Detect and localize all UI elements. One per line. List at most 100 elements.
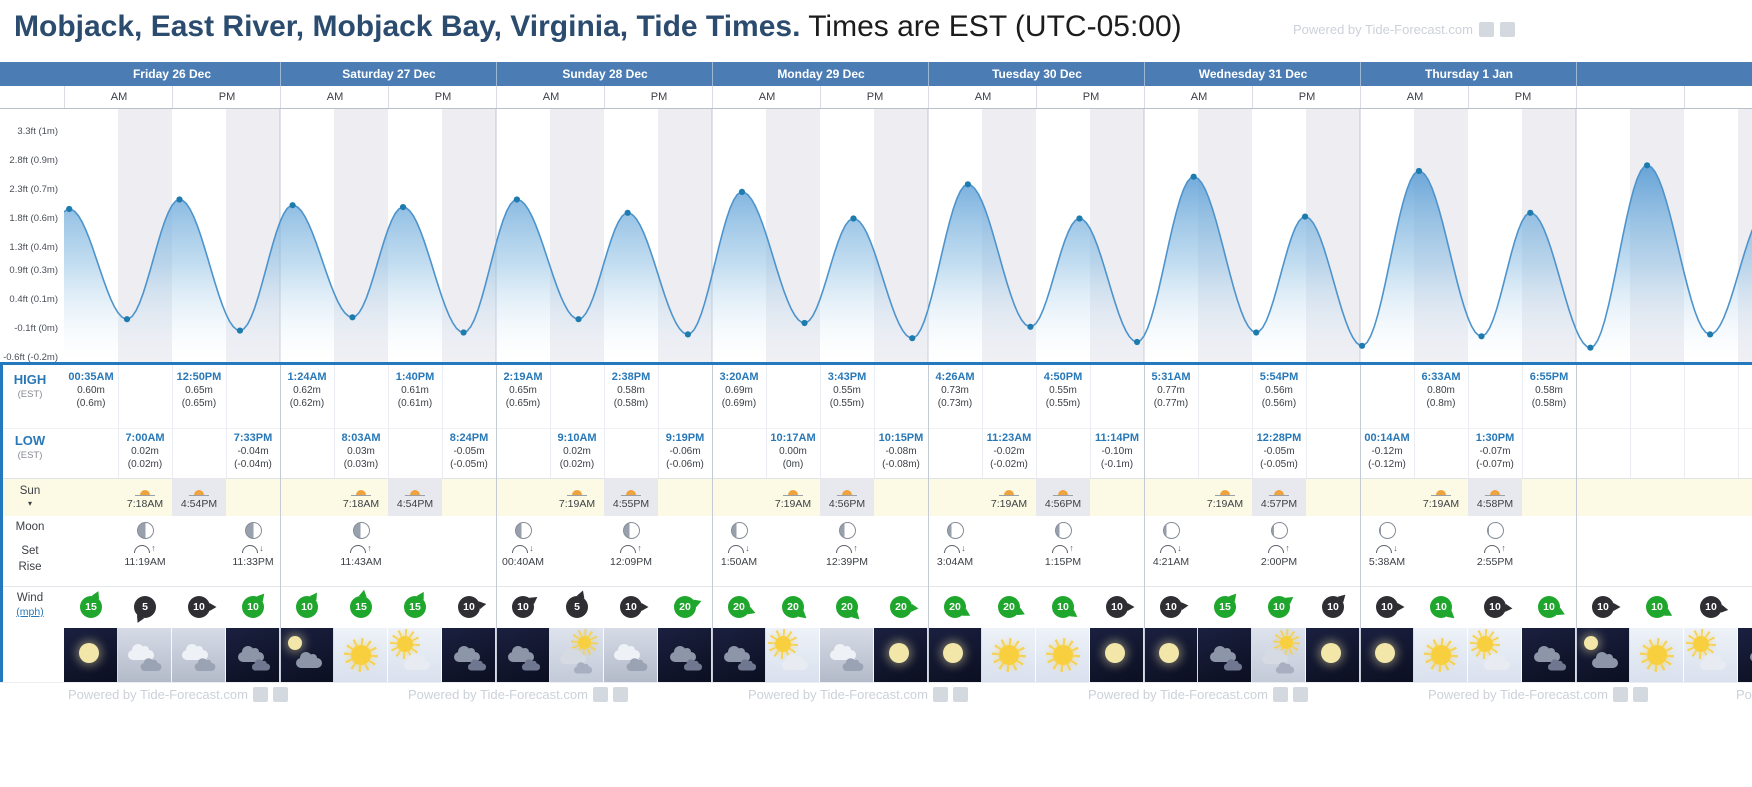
- quarter-grid-line: [1414, 365, 1415, 478]
- low-tide-event: 12:28PM -0.05m (-0.05m): [1252, 432, 1306, 471]
- tide-height: -0.05m: [1263, 446, 1295, 457]
- wind-speed-badge: 10: [1322, 591, 1349, 618]
- sunset-time: 4:58PM: [1476, 497, 1514, 510]
- ampm-cell: PM: [820, 86, 929, 108]
- day-header-cell: Wednesday 31 Dec: [1144, 62, 1361, 86]
- footer-watermark: Powered by Tide-Forecast.com: [748, 687, 968, 702]
- moonset-arc-icon: ↓: [728, 542, 750, 553]
- tide-time: 5:54PM: [1259, 371, 1299, 383]
- cloud-icon: [521, 659, 541, 671]
- tide-extremum-dot: [513, 196, 520, 203]
- wind-speed-badge: 20: [728, 596, 757, 618]
- weather-tile-night-moon-cloud: [1576, 628, 1630, 682]
- weather-tile-night-cloud: [1522, 628, 1576, 682]
- sunrise-time: 7:19AM: [1422, 497, 1460, 510]
- tide-height: 0.73m: [941, 385, 969, 396]
- tide-height-alt: (0.55m): [829, 398, 865, 409]
- tide-time: 10:15PM: [878, 432, 924, 444]
- cloud-icon: [683, 659, 703, 671]
- wind-speed-value: 10: [301, 601, 313, 613]
- sunset-icon: [1269, 485, 1289, 496]
- wind-speed-value: 10: [1651, 601, 1663, 613]
- watermark-text: Powered by Tide-Forecast.com: [1293, 22, 1473, 37]
- wind-speed-value: 20: [787, 601, 799, 613]
- weather-tile-night-cloud: [1198, 628, 1252, 682]
- tide-extremum-dot: [1027, 323, 1034, 330]
- wind-speed-badge: 10: [1538, 596, 1567, 619]
- high-tide-event: 1:40PM 0.61m (0.61m): [388, 371, 442, 410]
- tide-height-alt: (0.02m): [127, 459, 163, 470]
- footer-watermark: Powered by Tide-Forecast.com: [408, 687, 628, 702]
- tide-height-alt: (0.73m): [937, 398, 973, 409]
- wind-speed-badge: 5: [566, 589, 588, 618]
- tide-height: 0.62m: [293, 385, 321, 396]
- quarter-grid-line: [172, 365, 173, 478]
- moon-time: 00:40AM: [501, 556, 545, 568]
- ampm-cell: PM: [172, 86, 281, 108]
- sunset-time: 4:56PM: [828, 497, 866, 510]
- ampm-cell: AM: [1360, 86, 1469, 108]
- sunset-time: 4:56PM: [1044, 497, 1082, 510]
- high-tide-event: 2:19AM 0.65m (0.65m): [496, 371, 550, 410]
- sunrise-cell: 7:19AM: [982, 478, 1036, 516]
- cloud-icon: [1750, 652, 1752, 662]
- weather-tile-night-moon: [928, 628, 982, 682]
- tide-height-alt: (0.56m): [1261, 398, 1297, 409]
- tide-extremum-dot: [624, 209, 631, 216]
- sunset-time: 4:54PM: [396, 497, 434, 510]
- cloud-icon: [670, 646, 696, 662]
- moon-icon: [889, 643, 909, 663]
- tide-height-alt: (0.77m): [1153, 398, 1189, 409]
- tide-height: -0.10m: [1101, 446, 1133, 457]
- tide-extremum-dot: [66, 205, 73, 213]
- arc-shape: [134, 545, 151, 553]
- weather-tile-night-cloud: [226, 628, 280, 682]
- tide-height: 0.60m: [77, 385, 105, 396]
- low-row-sublabel: (EST): [17, 450, 43, 461]
- sunset-time: 4:55PM: [612, 497, 650, 510]
- low-tide-event: 11:23AM -0.02m (-0.02m): [982, 432, 1036, 471]
- page-title-timezone: Times are EST (UTC-05:00): [800, 10, 1182, 43]
- tide-extremum-dot: [575, 316, 582, 323]
- tide-time: 9:10AM: [557, 432, 597, 444]
- day-grid-line: [1576, 365, 1577, 682]
- sunrise-cell: 7:18AM: [334, 478, 388, 516]
- wind-speed-value: 10: [1435, 601, 1447, 613]
- high-tide-row: [0, 365, 1752, 428]
- sun-row-toggle-caret-icon[interactable]: ▾: [27, 499, 32, 508]
- sunrise-cell: 7:19AM: [766, 478, 820, 516]
- quarter-grid-line: [1684, 365, 1685, 478]
- weather-tile-sunny: [1036, 628, 1090, 682]
- sunset-icon: [189, 485, 209, 496]
- tide-time: 6:33AM: [1421, 371, 1461, 383]
- ampm-header-bar: AM PM AM PM AM PM AM PM AM PM AM PM AM PM: [0, 86, 1752, 109]
- social-square-icon: [952, 687, 968, 702]
- tide-time: 12:28PM: [1256, 432, 1302, 444]
- tide-height-alt: (-0.1m): [1100, 459, 1134, 470]
- sunrise-time: 7:19AM: [990, 497, 1028, 510]
- sunrise-cell: 7:19AM: [550, 478, 604, 516]
- tide-time: 11:14PM: [1094, 432, 1140, 444]
- tide-extremum-dot: [176, 196, 183, 203]
- tide-height-alt: (0.55m): [1045, 398, 1081, 409]
- tide-height: -0.08m: [885, 446, 917, 457]
- tide-extremum-dot: [349, 314, 356, 321]
- wind-speed-value: 20: [679, 601, 691, 613]
- watermark-text: Powered by Tide-Forecast.com: [1428, 687, 1608, 702]
- wind-row-label: Wind: [16, 592, 44, 604]
- sun-icon: [1046, 638, 1080, 672]
- cloud-icon: [626, 658, 648, 671]
- sunset-cell: 4:54PM: [388, 478, 442, 516]
- cloud-icon: [1275, 662, 1295, 674]
- quarter-grid-line: [334, 365, 335, 478]
- wind-speed-badge: 20: [944, 596, 973, 620]
- quarter-grid-line: [658, 365, 659, 478]
- quarter-grid-line: [1036, 365, 1037, 478]
- wind-speed-value: 15: [409, 601, 421, 613]
- arc-shape: [836, 545, 853, 553]
- weather-tile-night-moon: [874, 628, 928, 682]
- wind-unit-link[interactable]: (mph): [16, 606, 44, 618]
- low-tide-event: 7:33PM -0.04m (-0.04m): [226, 432, 280, 471]
- tide-height: 0.00m: [779, 446, 807, 457]
- tide-height: 0.58m: [617, 385, 645, 396]
